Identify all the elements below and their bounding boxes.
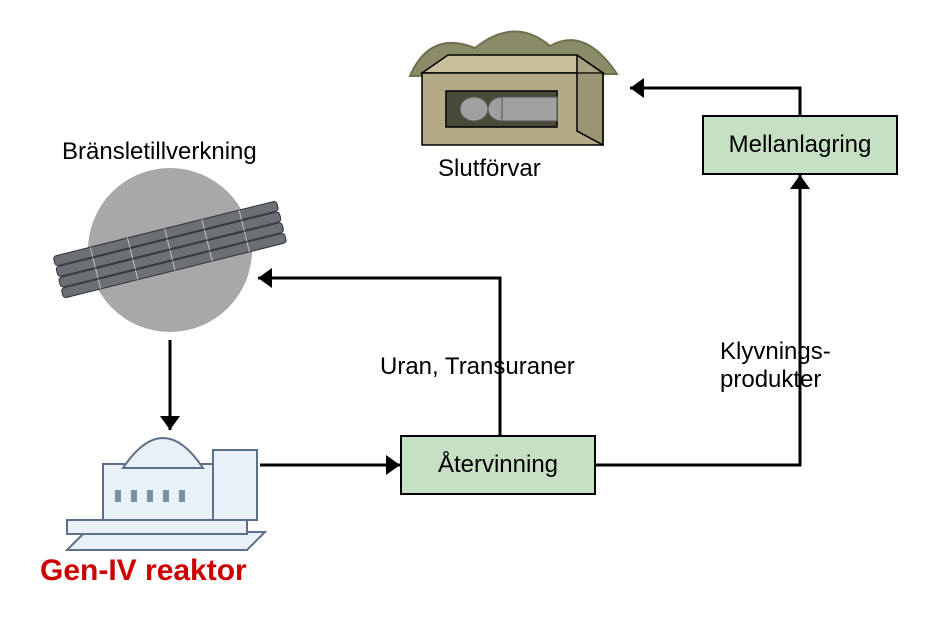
interim-storage-label: Mellanlagring [729, 131, 872, 159]
diagram-canvas [0, 0, 950, 630]
uranium-transuranics-label: Uran, Transuraner [380, 353, 575, 381]
recycling-box: Återvinning [400, 435, 596, 495]
recycling-label: Återvinning [438, 451, 558, 479]
repository-label: Slutförvar [438, 155, 541, 183]
interim-storage-box: Mellanlagring [702, 115, 898, 175]
reactor-label: Gen-IV reaktor [40, 554, 247, 588]
fission-products-label: Klyvnings- produkter [720, 338, 831, 394]
fuel-fab-label: Bränsletillverkning [62, 138, 257, 166]
